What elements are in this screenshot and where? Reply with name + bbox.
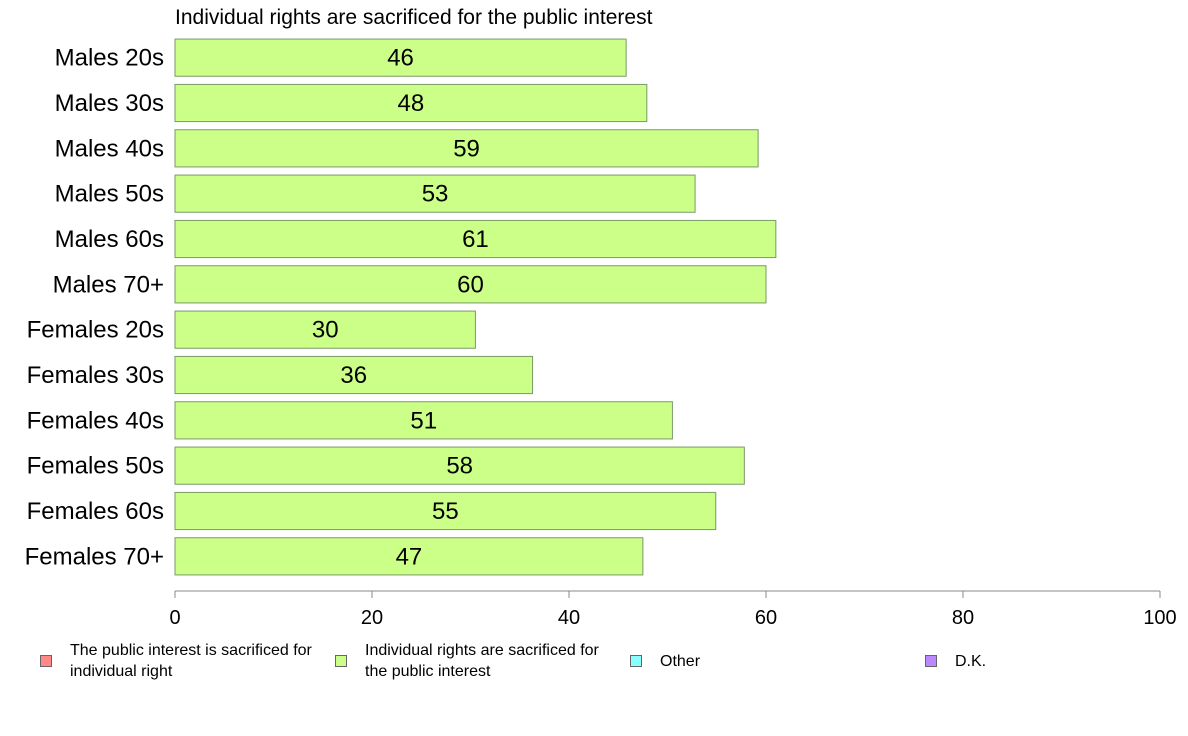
- bar-value-label: 59: [453, 135, 480, 162]
- category-label: Males 60s: [55, 226, 164, 253]
- bar: [174, 265, 767, 304]
- bar-value-label: 48: [398, 90, 425, 117]
- legend-label: Other: [660, 653, 701, 670]
- bar: [174, 537, 644, 576]
- bars-layer: 46 Males 20s 48 Males 30s 59 Males 40s 53 Males…: [25, 38, 777, 576]
- legend-swatch: [335, 655, 347, 667]
- bar-value-label: 47: [396, 543, 423, 570]
- legend: The public interest is sacrificed for in…: [0, 640, 1188, 690]
- legend-swatch: [630, 655, 642, 667]
- bar-value-label: 60: [457, 271, 484, 298]
- x-tick-label: 60: [755, 607, 777, 629]
- category-label: Males 70+: [53, 271, 164, 298]
- bar-value-label: 61: [462, 226, 489, 253]
- x-tick-label: 40: [558, 607, 580, 629]
- bar: [174, 219, 777, 259]
- category-label: Males 50s: [55, 181, 164, 208]
- bar-value-label: 51: [410, 407, 437, 434]
- legend-label: The public interest is sacrificed for in…: [70, 642, 312, 680]
- category-label: Males 30s: [55, 90, 164, 117]
- bar-value-label: 36: [340, 362, 367, 389]
- bar-chart: 46 Males 20s 48 Males 30s 59 Males 40s 53 Males…: [25, 38, 1177, 629]
- x-tick-label: 20: [361, 607, 383, 629]
- bar-value-label: 46: [387, 45, 414, 72]
- bar: [174, 401, 673, 440]
- category-label: Females 60s: [27, 498, 164, 525]
- legend-swatch: [925, 655, 937, 667]
- bar: [174, 129, 759, 168]
- bar: [174, 310, 476, 349]
- x-tick-label: 80: [952, 607, 974, 629]
- legend-label: Individual rights are sacrificed for the…: [365, 642, 599, 680]
- category-label: Females 50s: [27, 453, 164, 480]
- category-label: Males 20s: [55, 45, 164, 72]
- category-label: Males 40s: [55, 135, 164, 162]
- x-tick-label: 100: [1143, 607, 1176, 629]
- legend-swatch: [40, 655, 52, 667]
- category-label: Females 20s: [27, 317, 164, 344]
- bar: [174, 355, 534, 395]
- bar: [174, 446, 745, 485]
- chart-title: Individual rights are sacrificed for the…: [175, 6, 653, 29]
- x-tick-label: 0: [169, 607, 180, 629]
- legend-label: D.K.: [955, 653, 987, 670]
- bar: [174, 491, 717, 531]
- bar-value-label: 30: [312, 317, 339, 344]
- category-label: Females 30s: [27, 362, 164, 389]
- bar-value-label: 58: [446, 453, 473, 480]
- x-axis: 0 20 40 60 80 100: [169, 590, 1177, 629]
- category-label: Females 40s: [27, 407, 164, 434]
- bar: [174, 38, 627, 77]
- bar-value-label: 53: [422, 181, 449, 208]
- category-label: Females 70+: [25, 543, 164, 570]
- bar: [174, 174, 696, 213]
- bar-value-label: 55: [432, 498, 459, 525]
- bar: [174, 83, 648, 123]
